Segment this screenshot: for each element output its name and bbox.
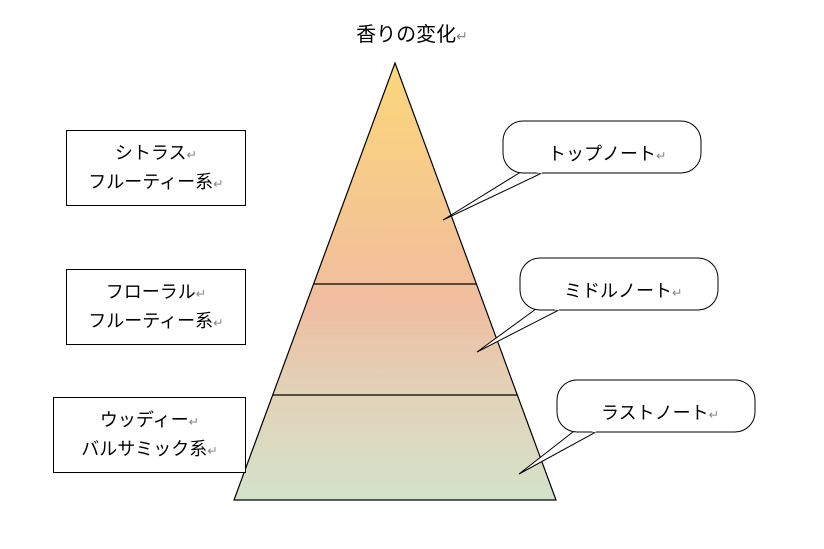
page-title: 香りの変化↵ — [0, 18, 824, 47]
category-box-1: フローラル↵フルーティー系↵ — [66, 269, 246, 345]
category-box-2: ウッディー↵バルサミック系↵ — [53, 397, 246, 473]
category-box-0: シトラス↵フルーティー系↵ — [66, 130, 246, 206]
note-callout-2: ラストノート↵ — [601, 399, 719, 425]
note-callout-1: ミドルノート↵ — [564, 277, 683, 303]
note-callout-0: トップノート↵ — [548, 140, 667, 166]
